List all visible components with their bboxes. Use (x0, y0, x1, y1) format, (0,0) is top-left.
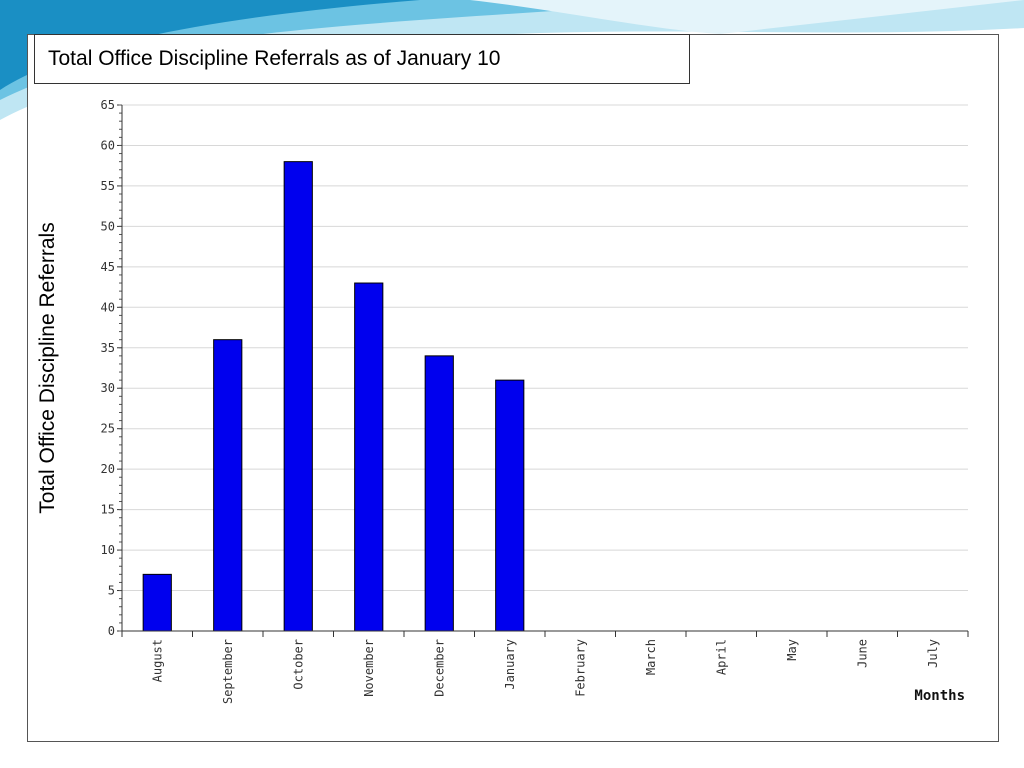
x-tick-label: February (573, 639, 587, 697)
x-tick-label: August (150, 639, 164, 682)
y-tick-label: 40 (101, 300, 115, 314)
y-tick-label: 0 (108, 624, 115, 638)
y-tick-label: 5 (108, 584, 115, 598)
header-wave-accent (470, 0, 1024, 34)
chart-title: Total Office Discipline Referrals as of … (34, 34, 690, 84)
x-tick-label: March (644, 639, 658, 675)
x-tick-label: April (714, 639, 728, 675)
x-tick-label: July (926, 639, 940, 668)
y-tick-label: 15 (101, 503, 115, 517)
y-tick-label: 25 (101, 422, 115, 436)
y-axis-label-box (28, 145, 72, 552)
bar (142, 573, 172, 632)
y-axis-label: Total Office Discipline Referrals (36, 222, 59, 514)
y-tick-label: 30 (101, 381, 115, 395)
x-tick-label: October (291, 639, 305, 690)
x-tick-label: November (362, 639, 376, 697)
x-axis-label: Months (914, 688, 965, 704)
x-tick-label: January (503, 639, 517, 690)
y-tick-label: 20 (101, 462, 115, 476)
bars (142, 161, 525, 632)
x-tick-label: September (221, 639, 235, 704)
x-tick-label: December (432, 639, 446, 697)
y-tick-label: 65 (101, 98, 115, 112)
y-tick-label: 10 (101, 543, 115, 557)
y-tick-label: 55 (101, 179, 115, 193)
bar (354, 282, 384, 632)
bar (495, 379, 525, 632)
bar (213, 339, 243, 632)
bar (283, 161, 313, 632)
bar (424, 355, 454, 632)
y-tick-label: 45 (101, 260, 115, 274)
y-tick-label: 50 (101, 219, 115, 233)
x-tick-label: June (855, 639, 869, 668)
axes: 0 5 10 15 20 25 30 35 40 45 50 55 60 65 August Septembe… (101, 98, 969, 704)
header-wave-dark (0, 0, 420, 90)
y-tick-label: 35 (101, 341, 115, 355)
x-tick-label: May (785, 639, 799, 661)
y-tick-label: 60 (101, 138, 115, 152)
gridlines (122, 104, 968, 592)
